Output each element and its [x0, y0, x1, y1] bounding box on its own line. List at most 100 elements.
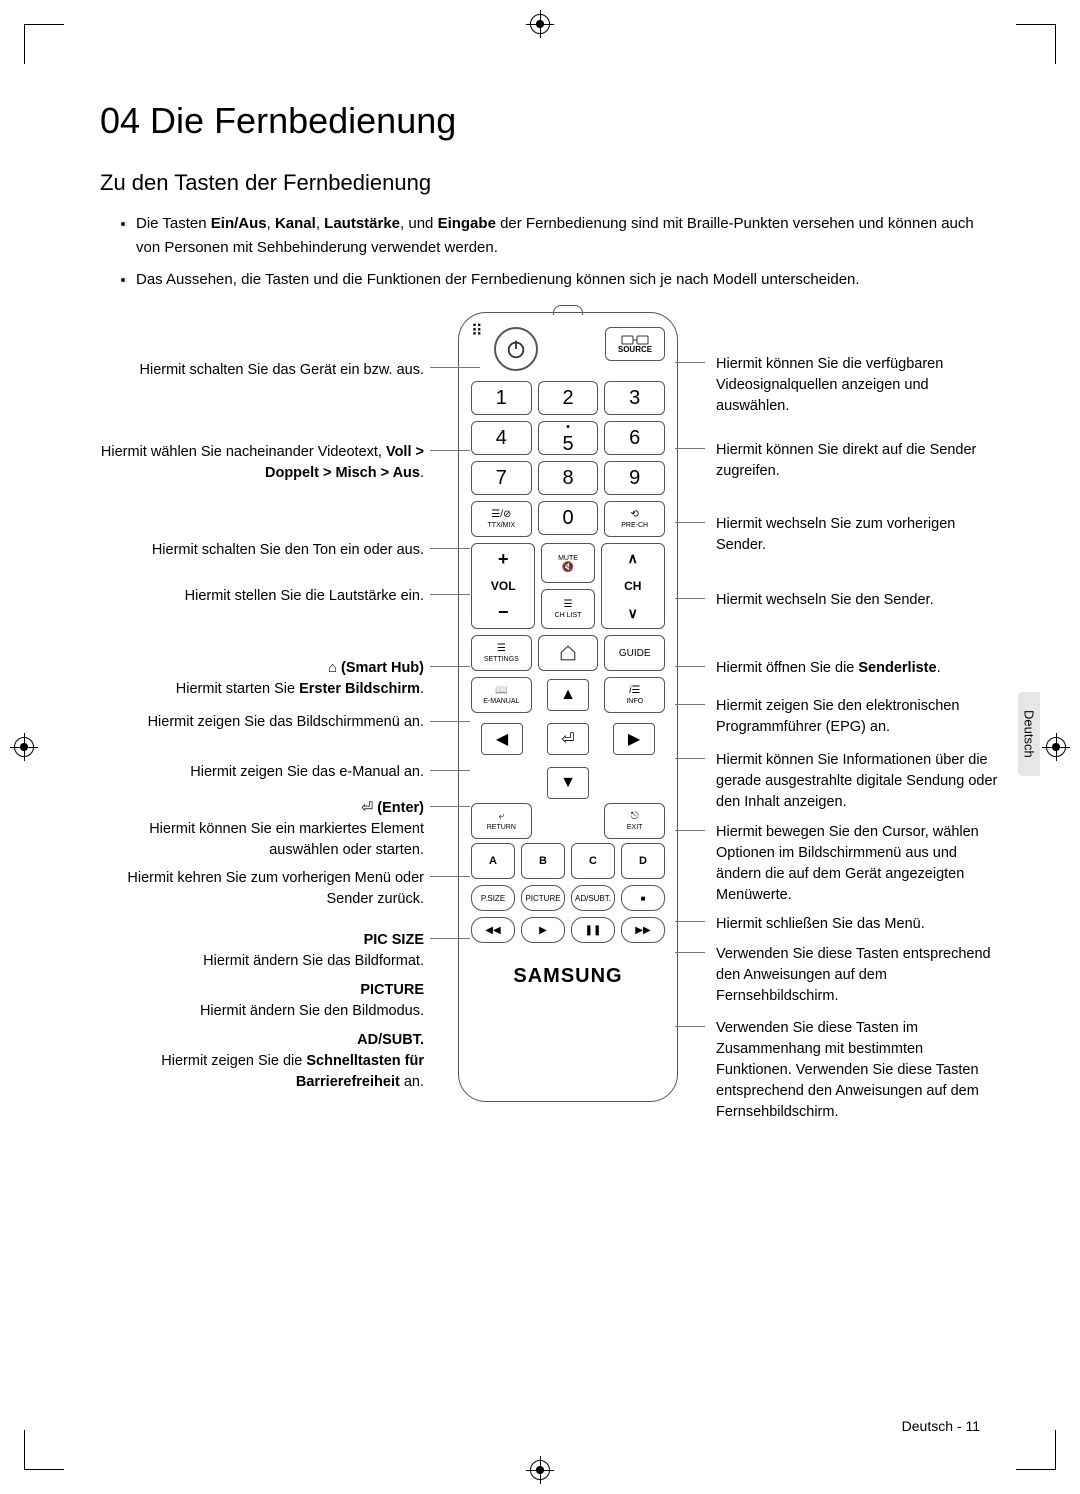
text: , und [400, 215, 438, 232]
callout-arrows: Hiermit bewegen Sie den Cursor, wählen O… [700, 822, 1000, 906]
num-1: 1 [471, 381, 532, 415]
source-label: SOURCE [618, 345, 652, 354]
leader-line [430, 594, 470, 595]
settings-label: SETTINGS [484, 656, 519, 663]
callout-adsubt: AD/SUBT. Hiermit zeigen Sie die Schnellt… [100, 1030, 440, 1093]
chlist-label: CH LIST [555, 612, 582, 619]
leader-line [430, 548, 470, 549]
registration-mark [530, 14, 550, 34]
notes-list: Die Tasten Ein/Aus, Kanal, Lautstärke, u… [100, 212, 980, 292]
callout-enter: ⏎ (Enter) Hiermit können Sie ein markier… [100, 798, 440, 861]
callout-smarthub: ⌂ (Smart Hub) Hiermit starten Sie Erster… [100, 658, 440, 700]
leader-line [430, 938, 470, 939]
leader-line [675, 704, 705, 705]
leader-line [430, 450, 470, 451]
note-item: Die Tasten Ein/Aus, Kanal, Lautstärke, u… [136, 212, 980, 260]
registration-mark [1046, 737, 1066, 757]
return-button: ⤶RETURN [471, 803, 532, 839]
text: Hiermit können Sie ein markiertes Elemen… [149, 821, 424, 858]
callout-mute: Hiermit schalten Sie den Ton ein oder au… [100, 540, 440, 561]
home-icon: ⌂ [328, 660, 341, 676]
color-a: A [471, 843, 515, 879]
page-footer: Deutsch - 11 [902, 1418, 980, 1434]
leader-line [675, 598, 705, 599]
leader-line [430, 367, 480, 368]
crop-mark [24, 24, 25, 64]
callout-prech: Hiermit wechseln Sie zum vorherigen Send… [700, 514, 1000, 556]
text: Hiermit ändern Sie den Bildmodus. [200, 1003, 424, 1019]
mute-label: MUTE [558, 555, 578, 562]
leader-line [675, 1026, 705, 1027]
exit-label: EXIT [627, 824, 643, 831]
note-item: Das Aussehen, die Tasten und die Funktio… [136, 268, 980, 292]
leader-line [675, 952, 705, 953]
leader-line [675, 921, 705, 922]
callout-colors: Verwenden Sie diese Tasten entsprechend … [700, 944, 1000, 1007]
prech-label: PRE-CH [621, 522, 648, 529]
return-label: RETURN [487, 824, 516, 831]
text: PICTURE [360, 982, 424, 998]
color-d: D [621, 843, 665, 879]
text: Hiermit öffnen Sie die [716, 660, 858, 676]
callout-info: Hiermit können Sie Informationen über di… [700, 750, 1000, 813]
mute-button: MUTE🔇 [541, 543, 594, 583]
text: Ein/Aus [211, 215, 267, 232]
crop-mark [1055, 24, 1056, 64]
crop-mark [24, 1430, 25, 1470]
arrow-left: ◀ [481, 723, 523, 755]
remote-diagram: ⠿ SOURCE 123 4•56 789 ☰/⊘TTX/MIX 0 ⟲PRE-… [100, 312, 980, 1182]
source-button: SOURCE [605, 327, 665, 361]
callout-picsize: PIC SIZEHiermit ändern Sie das Bildforma… [100, 930, 440, 972]
text: Hiermit zeigen Sie die [161, 1053, 306, 1069]
brand-label: SAMSUNG [471, 965, 665, 988]
picsize-button: P.SIZE [471, 885, 515, 911]
leader-line [675, 522, 705, 523]
text: . [420, 681, 424, 697]
callout-chlist: Hiermit öffnen Sie die Senderliste. [700, 658, 1000, 679]
callout-ttx: Hiermit wählen Sie nacheinander Videotex… [100, 442, 440, 484]
crop-mark [1016, 24, 1056, 25]
picture-button: PICTURE [521, 885, 565, 911]
text: (Smart Hub) [341, 660, 424, 676]
text: . [420, 465, 424, 481]
callout-guide: Hiermit zeigen Sie den elektronischen Pr… [700, 696, 1000, 738]
text: (Enter) [377, 800, 424, 816]
guide-button: GUIDE [604, 635, 665, 671]
leader-line [430, 721, 470, 722]
num-0: 0 [538, 501, 599, 535]
num-2: 2 [538, 381, 599, 415]
num-7: 7 [471, 461, 532, 495]
exit-button: ⎋EXIT [604, 803, 665, 839]
play-button: ▶ [521, 917, 565, 943]
text: Die Tasten [136, 215, 211, 232]
text: Hiermit wählen Sie nacheinander Videotex… [101, 444, 386, 460]
callout-vol: Hiermit stellen Sie die Lautstärke ein. [100, 586, 440, 607]
text: , [267, 215, 275, 232]
crop-mark [1016, 1469, 1056, 1470]
text: AD/SUBT. [357, 1032, 424, 1048]
num-9: 9 [604, 461, 665, 495]
leader-line [430, 876, 470, 877]
crop-mark [24, 1469, 64, 1470]
text: . [937, 660, 941, 676]
leader-line [430, 666, 470, 667]
page-title: 04 Die Fernbedienung [100, 100, 980, 142]
language-tab: Deutsch [1018, 692, 1040, 776]
enter-button: ⏎ [547, 723, 589, 755]
num-5: •5 [538, 421, 599, 455]
braille-dots: ⠿ [471, 327, 483, 371]
callout-power: Hiermit schalten Sie das Gerät ein bzw. … [100, 360, 440, 381]
text: Hiermit ändern Sie das Bildformat. [203, 953, 424, 969]
ffwd-button: ▶▶ [621, 917, 665, 943]
text: Senderliste [858, 660, 936, 676]
text: Kanal [275, 215, 316, 232]
num-8: 8 [538, 461, 599, 495]
callout-picture: PICTURE Hiermit ändern Sie den Bildmodus. [100, 980, 440, 1022]
chlist-button: ☰CH LIST [541, 589, 594, 629]
arrow-up: ▲ [547, 679, 589, 711]
text: Eingabe [438, 215, 496, 232]
callout-playback: Verwenden Sie diese Tasten im Zusammenha… [700, 1018, 1000, 1123]
prech-button: ⟲PRE-CH [604, 501, 665, 537]
vol-rocker: + VOL − [471, 543, 535, 629]
crop-mark [1055, 1430, 1056, 1470]
